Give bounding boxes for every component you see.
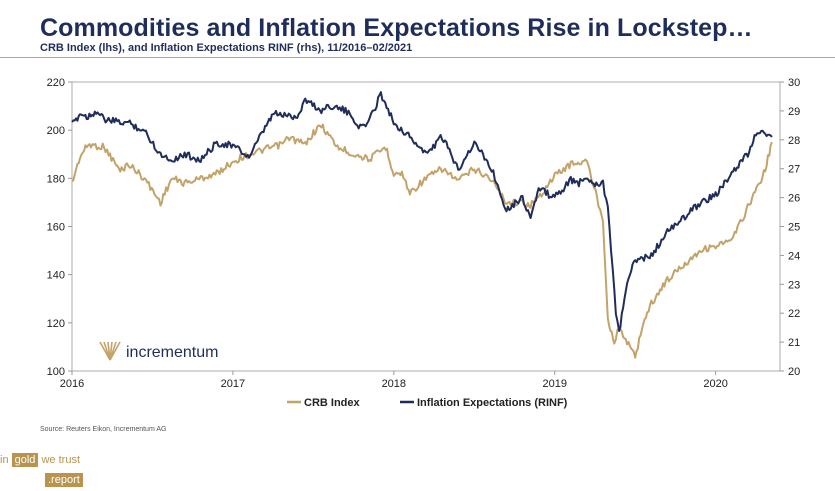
brand-logo: in gold we trust .report (0, 451, 83, 491)
y-left-tick-label: 100 (47, 366, 65, 378)
source-note: Source: Reuters Eikon, Incrementum AG (40, 426, 167, 433)
y-left-tick-label: 220 (47, 77, 65, 89)
y-left-tick-label: 180 (47, 173, 65, 185)
legend-label-crb: CRB Index (304, 397, 361, 409)
y-right-tick-label: 28 (788, 135, 800, 147)
y-right-tick-label: 27 (788, 164, 800, 176)
title-divider (0, 57, 835, 58)
y-right-tick-label: 26 (788, 193, 800, 205)
chart-legend: CRB Index Inflation Expectations (RINF) (287, 397, 568, 409)
y-right-tick-label: 24 (788, 250, 800, 262)
y-right-tick-label: 25 (788, 222, 800, 234)
y-left-tick-label: 160 (47, 222, 65, 234)
incrementum-logo: incrementum (99, 341, 218, 361)
y-right-tick-label: 20 (788, 366, 800, 378)
series-lines (71, 91, 773, 359)
y-right-tick-label: 30 (788, 77, 800, 89)
y-right-tick-label: 23 (788, 279, 800, 291)
brand-gold: gold (11, 453, 39, 467)
y-right-tick-label: 22 (788, 308, 800, 320)
axes: 100 120 140 160 180 200 220 20 21 22 23 24 25 26 27 28 2… (47, 77, 801, 390)
brand-we-trust: we trust (41, 454, 80, 466)
y-left-tick-label: 140 (47, 270, 65, 282)
x-tick-label: 2018 (382, 378, 406, 390)
x-tick-label: 2016 (60, 378, 84, 390)
chart-canvas: 100 120 140 160 180 200 220 20 21 22 23 24 25 26 27 28 2… (47, 77, 801, 409)
brand-report: .report (45, 473, 83, 487)
y-left-tick-label: 120 (47, 318, 65, 330)
x-tick-label: 2019 (542, 378, 566, 390)
logo-tree-stroke (109, 341, 121, 361)
x-tick-label: 2017 (221, 378, 245, 390)
logo-wordmark: incrementum (126, 344, 218, 361)
series-line-rinf (71, 91, 773, 332)
y-left-tick-label: 200 (47, 125, 65, 137)
chart-title: Commodities and Inflation Expectations R… (40, 14, 753, 42)
x-tick-label: 2020 (703, 378, 727, 390)
legend-label-rinf: Inflation Expectations (RINF) (417, 397, 568, 409)
series-line-crb (71, 123, 773, 359)
y-right-tick-label: 21 (788, 337, 800, 349)
chart-subtitle: CRB Index (lhs), and Inflation Expectati… (40, 42, 413, 54)
brand-in: in (0, 454, 9, 466)
y-right-tick-label: 29 (788, 106, 800, 118)
